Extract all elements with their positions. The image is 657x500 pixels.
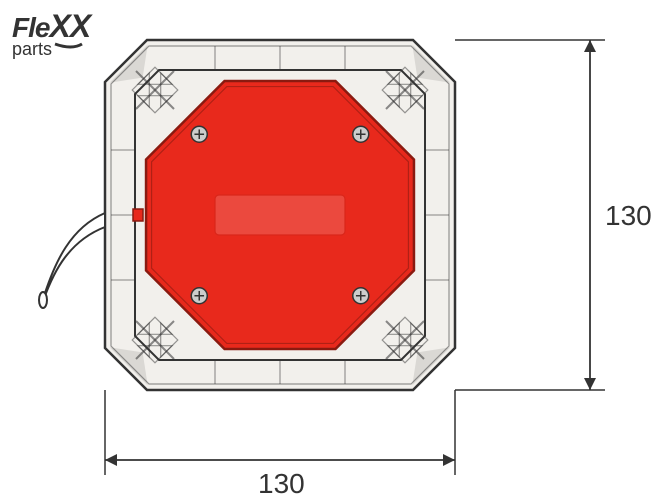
dim-height-label: 130 <box>605 200 652 232</box>
diagram-canvas: FleXX parts 130 130 <box>0 0 657 500</box>
dim-width-label: 130 <box>258 468 305 500</box>
technical-drawing <box>0 0 657 500</box>
